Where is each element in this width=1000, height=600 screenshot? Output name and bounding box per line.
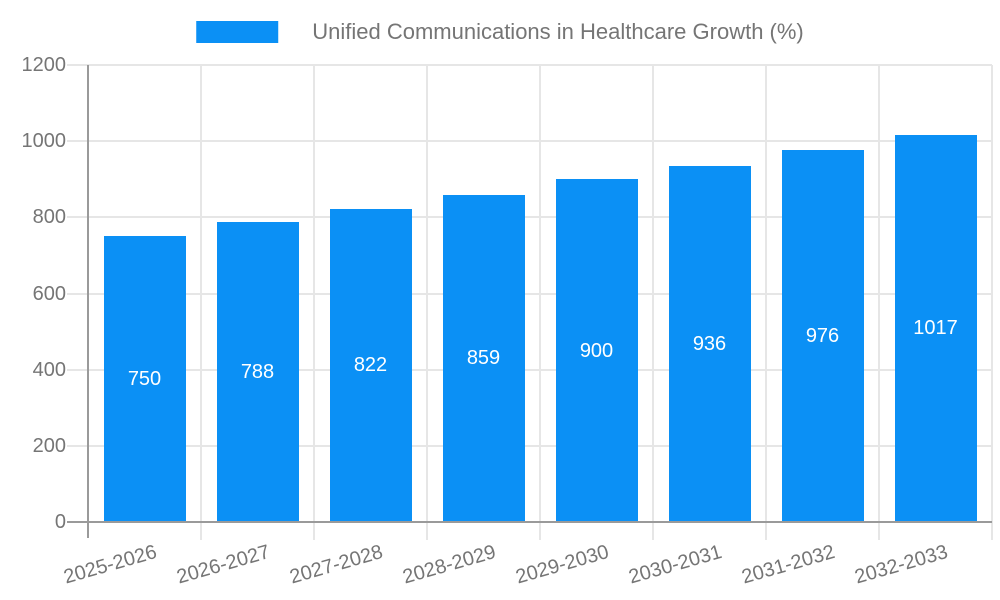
x-gridline [539, 65, 541, 540]
bar-value-label: 822 [353, 354, 388, 377]
x-gridline [313, 65, 315, 540]
y-gridline [67, 64, 992, 66]
y-gridline [67, 368, 992, 371]
legend-label: Unified Communications in Healthcare Gro… [312, 19, 804, 44]
bar [555, 179, 638, 522]
bar [894, 134, 977, 522]
y-axis-tick-label: 400 [32, 358, 66, 381]
y-axis-line [87, 65, 89, 538]
y-axis-tick-label: 200 [32, 434, 66, 457]
y-gridline [67, 216, 992, 219]
bar-value-label: 788 [240, 360, 275, 383]
x-gridline [878, 65, 880, 540]
y-axis-tick-label: 600 [32, 282, 66, 305]
y-gridline [67, 444, 992, 447]
y-axis-tick-label: 1200 [21, 54, 67, 76]
y-axis-tick-label: 800 [32, 206, 66, 229]
y-gridline [67, 292, 992, 295]
x-gridline [200, 65, 202, 540]
bar-value-label: 976 [805, 325, 840, 348]
x-gridline [765, 65, 767, 540]
bar [216, 221, 299, 522]
bar [781, 150, 864, 522]
y-axis-tick-label: 1000 [21, 130, 67, 153]
x-axis-line [67, 521, 992, 523]
y-gridline [67, 140, 992, 143]
legend: Unified Communications in Healthcare Gro… [196, 20, 804, 44]
bar-value-label: 1017 [913, 317, 958, 340]
legend-swatch [196, 21, 279, 43]
x-gridline [991, 65, 993, 540]
bar [329, 208, 412, 522]
bar-value-label: 900 [579, 339, 614, 362]
x-gridline [426, 65, 428, 540]
bar-value-label: 859 [466, 347, 501, 370]
bar [668, 165, 751, 522]
bar [442, 194, 525, 522]
bar-value-label: 750 [127, 368, 162, 391]
bar-value-label: 936 [692, 332, 727, 355]
y-axis-tick-label: 0 [54, 511, 66, 533]
bar [103, 236, 186, 522]
x-gridline [652, 65, 654, 540]
